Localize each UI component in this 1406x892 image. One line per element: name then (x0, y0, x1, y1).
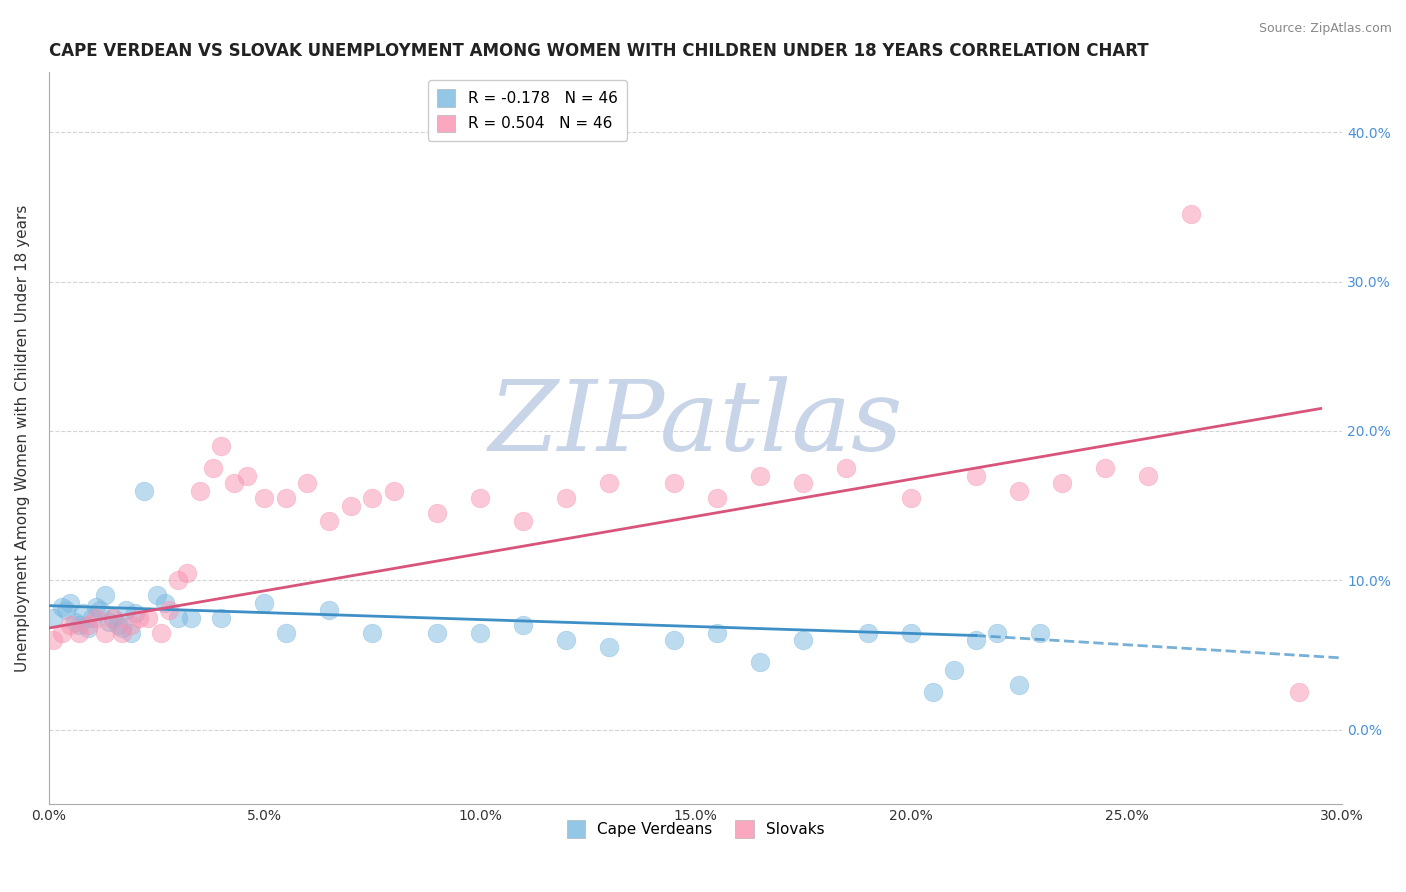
Point (555, 491, 578, 505)
Point (965, 468, 987, 483)
Point (274, 491, 297, 505)
Point (1029, 625, 1052, 640)
Point (103, 610, 125, 624)
Point (426, 625, 449, 640)
Point (188, 483, 211, 498)
Point (236, 468, 259, 483)
Point (986, 625, 1008, 640)
Point (555, 633, 578, 648)
Point (792, 476, 814, 491)
Point (662, 476, 685, 491)
Point (128, 610, 150, 624)
Point (120, 625, 142, 640)
Text: Source: ZipAtlas.com: Source: ZipAtlas.com (1258, 22, 1392, 36)
Point (1008, 483, 1031, 498)
Point (1050, 476, 1073, 491)
Point (943, 663, 966, 677)
Point (900, 491, 922, 505)
Point (51, 600, 73, 615)
Text: ZIPatlas: ZIPatlas (488, 376, 903, 471)
Legend: Cape Verdeans, Slovaks: Cape Verdeans, Slovaks (561, 814, 831, 844)
Point (297, 476, 319, 491)
Point (339, 499, 361, 513)
Point (132, 483, 155, 498)
Point (84, 600, 107, 615)
Point (67, 618, 90, 632)
Point (111, 621, 134, 635)
Point (598, 476, 620, 491)
Point (361, 625, 384, 640)
Point (900, 625, 922, 640)
Point (468, 491, 491, 505)
Point (662, 633, 685, 648)
Point (468, 625, 491, 640)
Point (749, 656, 772, 670)
Point (176, 566, 198, 580)
Point (124, 606, 146, 620)
Text: CAPE VERDEAN VS SLOVAK UNEMPLOYMENT AMONG WOMEN WITH CHILDREN UNDER 18 YEARS COR: CAPE VERDEAN VS SLOVAK UNEMPLOYMENT AMON… (49, 42, 1149, 60)
Point (1094, 461, 1116, 475)
Point (706, 625, 728, 640)
Point (382, 483, 405, 498)
Point (274, 625, 297, 640)
Point (835, 461, 858, 475)
Point (145, 588, 167, 602)
Point (598, 640, 620, 655)
Point (965, 633, 987, 648)
Point (67, 625, 90, 640)
Point (201, 461, 224, 475)
Y-axis label: Unemployment Among Women with Children Under 18 years: Unemployment Among Women with Children U… (15, 204, 30, 672)
Point (209, 439, 232, 453)
Point (103, 610, 125, 624)
Point (159, 603, 181, 617)
Point (224, 476, 246, 491)
Point (115, 603, 138, 617)
Point (1180, 207, 1202, 221)
Point (426, 506, 449, 520)
Point (55, 603, 77, 617)
Point (253, 491, 276, 505)
Point (120, 618, 142, 632)
Point (1137, 468, 1160, 483)
Point (512, 514, 534, 528)
Point (153, 596, 176, 610)
Point (706, 491, 728, 505)
Point (749, 468, 772, 483)
Point (209, 610, 232, 624)
Point (42, 610, 65, 624)
Point (76, 618, 98, 632)
Point (512, 618, 534, 632)
Point (107, 618, 129, 632)
Point (59, 618, 82, 632)
Point (98, 615, 121, 629)
Point (76, 621, 98, 635)
Point (63, 615, 86, 629)
Point (72, 606, 94, 620)
Point (59, 596, 82, 610)
Point (318, 603, 340, 617)
Point (89, 603, 111, 617)
Point (167, 610, 190, 624)
Point (94, 625, 117, 640)
Point (111, 625, 134, 640)
Point (253, 596, 276, 610)
Point (1008, 678, 1031, 692)
Point (51, 625, 73, 640)
Point (149, 625, 172, 640)
Point (136, 610, 159, 624)
Point (792, 633, 814, 648)
Point (921, 685, 943, 699)
Point (856, 625, 879, 640)
Point (42, 633, 65, 648)
Point (180, 610, 202, 624)
Point (84, 610, 107, 624)
Point (80, 610, 103, 624)
Point (361, 491, 384, 505)
Point (318, 514, 340, 528)
Point (94, 588, 117, 602)
Point (167, 574, 190, 588)
Point (1288, 685, 1310, 699)
